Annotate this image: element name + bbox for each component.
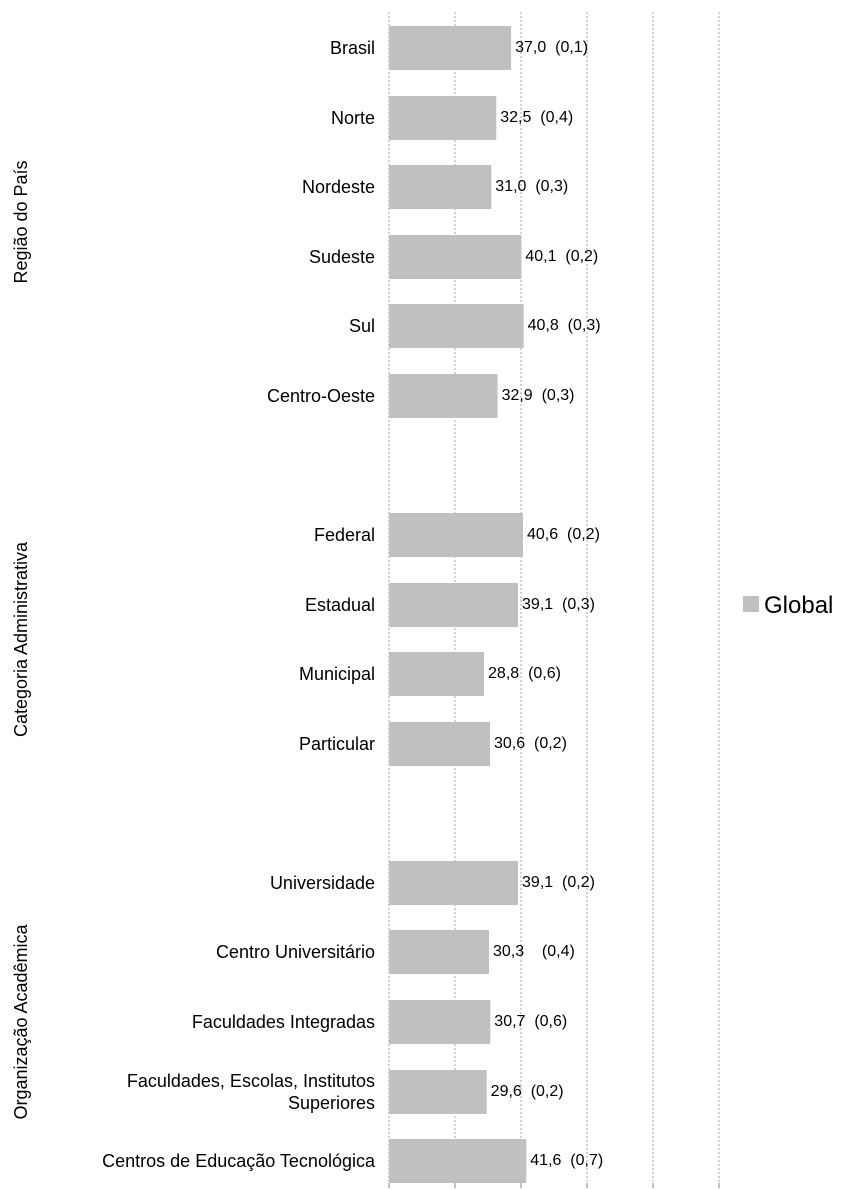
category-label: Brasil [330, 38, 375, 58]
category-label: Faculdades Integradas [192, 1012, 375, 1032]
category-label: Norte [331, 108, 375, 128]
data-label: 40,1 (0,2) [525, 248, 598, 265]
bar [389, 861, 519, 905]
bar [389, 304, 524, 348]
category-label: Centro-Oeste [267, 386, 375, 406]
bar [389, 930, 489, 974]
bar [389, 722, 490, 766]
bar [389, 235, 522, 279]
data-label: 40,6 (0,2) [527, 526, 600, 543]
category-labels: Brasil Norte Nordeste Sudeste Sul Centro-Oest… [102, 38, 376, 1171]
category-label: Sul [349, 316, 375, 336]
data-labels: 37,0 (0,1) 32,5 (0,4) 31,0 (0,3) 40,1 (0,2)… [488, 39, 603, 1169]
category-label: Nordeste [302, 177, 375, 197]
group-labels: Região do País Categoria Administrativa Or… [11, 160, 31, 1119]
data-label: 28,8 (0,6) [488, 665, 561, 682]
bar [389, 26, 512, 70]
data-label: 39,1 (0,3) [522, 596, 595, 613]
bar [389, 513, 523, 557]
bars [389, 26, 527, 1183]
data-label: 41,6 (0,7) [530, 1152, 603, 1169]
group-label: Categoria Administrativa [11, 541, 31, 737]
bar [389, 652, 485, 696]
legend-label: Global [764, 592, 833, 619]
data-label: 31,0 (0,3) [495, 178, 568, 195]
bar [389, 583, 519, 627]
legend-swatch [743, 596, 759, 612]
category-label: Estadual [305, 595, 375, 615]
data-label: 30,6 (0,2) [494, 735, 567, 752]
category-label: Municipal [299, 664, 375, 684]
category-label: Universidade [270, 873, 375, 893]
data-label: 32,9 (0,3) [502, 387, 575, 404]
data-label: 30,7 (0,6) [494, 1013, 567, 1030]
bar [389, 1139, 527, 1183]
bar [389, 165, 492, 209]
data-label: 37,0 (0,1) [515, 39, 588, 56]
bar [389, 1070, 487, 1114]
data-label: 29,6 (0,2) [491, 1083, 564, 1100]
group-label: Região do País [11, 160, 31, 283]
category-label: Superiores [288, 1093, 375, 1113]
bar [389, 374, 498, 418]
category-label: Faculdades, Escolas, Institutos [127, 1071, 375, 1091]
data-label: 30,3 (0,4) [493, 943, 575, 960]
bar [389, 1000, 491, 1044]
group-label: Organização Acadêmica [11, 923, 31, 1119]
category-label: Federal [314, 525, 375, 545]
data-label: 32,5 (0,4) [500, 109, 573, 126]
category-label: Sudeste [309, 247, 375, 267]
category-label: Centros de Educação Tecnológica [102, 1151, 376, 1171]
data-label: 40,8 (0,3) [528, 317, 601, 334]
category-label: Particular [299, 734, 375, 754]
bar [389, 96, 497, 140]
data-label: 39,1 (0,2) [522, 874, 595, 891]
category-label: Centro Universitário [216, 942, 375, 962]
legend: Global [743, 592, 833, 619]
x-axis-ticks [388, 1183, 720, 1188]
